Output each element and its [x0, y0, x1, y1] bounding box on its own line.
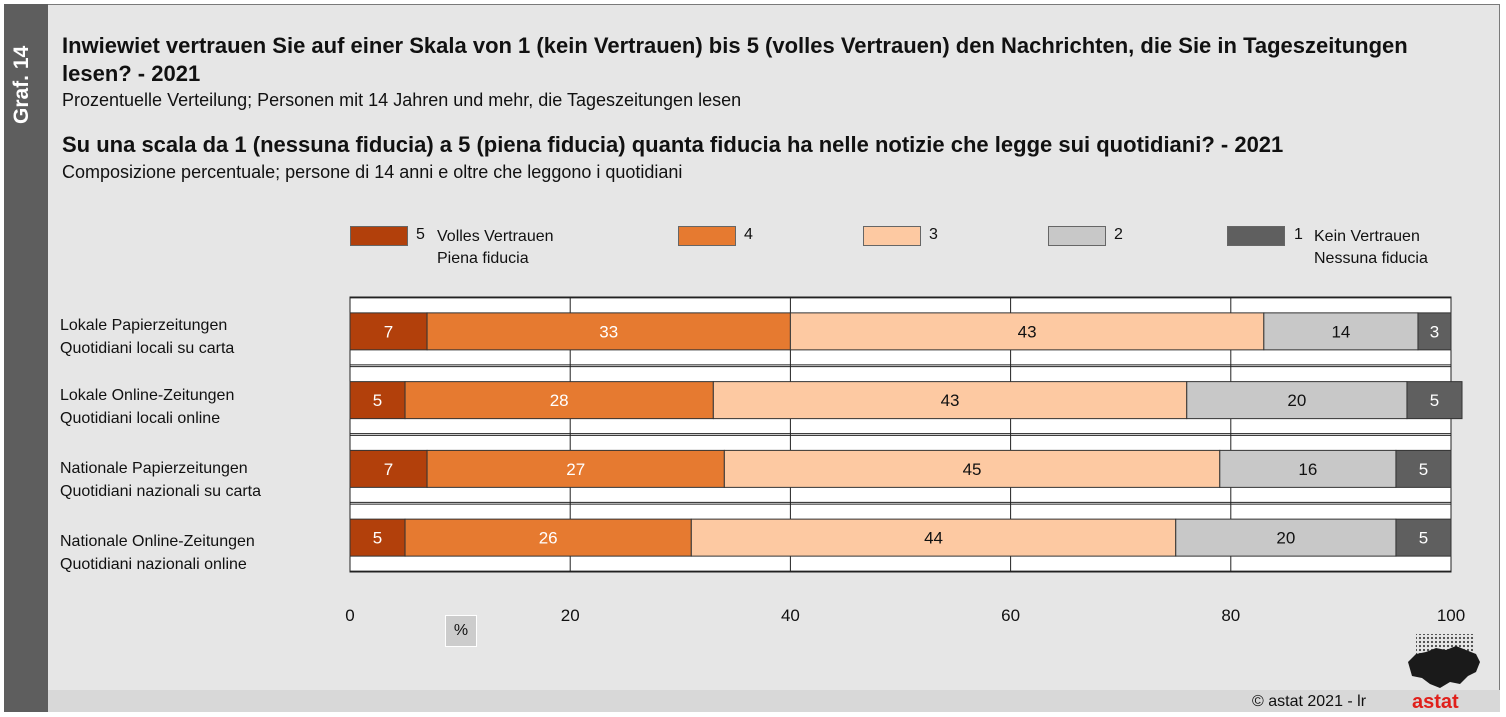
- legend-text-5-de: Volles Vertrauen: [437, 228, 554, 245]
- unit-label: %: [445, 615, 477, 647]
- legend-text-1-de: Kein Vertrauen: [1314, 228, 1420, 245]
- bar-segment: [1395, 449, 1452, 488]
- bar-segment: [349, 449, 428, 488]
- x-tick-label: 20: [561, 606, 580, 625]
- data-label: 45: [963, 460, 982, 479]
- data-label: 14: [1331, 322, 1350, 341]
- bar-segment: [1219, 449, 1397, 488]
- bar-segment: [349, 312, 428, 351]
- bar-segment: [426, 312, 791, 351]
- bar-segment: [426, 449, 725, 488]
- row-label-2-it: Quotidiani locali online: [60, 410, 221, 427]
- bar-segment: [789, 312, 1265, 351]
- data-label: 43: [1018, 322, 1037, 341]
- chart-title-de: Inwiewiet vertrauen Sie auf einer Skala …: [62, 33, 1408, 86]
- bar-segment: [1417, 312, 1452, 351]
- data-label: 16: [1298, 460, 1317, 479]
- bar-segment: [690, 518, 1177, 557]
- chart-subtitle-de: Prozentuelle Verteilung; Personen mit 14…: [62, 90, 742, 110]
- legend-code-3: 3: [929, 226, 938, 243]
- chart-subtitle-it: Composizione percentuale; persone di 14 …: [62, 162, 683, 182]
- legend-text-5-it: Piena fiducia: [437, 250, 529, 267]
- bar-segment: [404, 518, 692, 557]
- legend-code-2: 2: [1114, 226, 1123, 243]
- bar-segment: [1175, 518, 1397, 557]
- bar-segment: [349, 381, 406, 420]
- legend-text-1-it: Nessuna fiducia: [1314, 250, 1428, 267]
- row-label-3: Nationale Papierzeitungen Quotidiani naz…: [60, 457, 261, 503]
- data-label: 5: [1430, 391, 1439, 410]
- x-tick-label: 80: [1221, 606, 1240, 625]
- data-label: 20: [1287, 391, 1306, 410]
- row-label-3-it: Quotidiani nazionali su carta: [60, 483, 262, 500]
- bar-segment: [1406, 381, 1463, 420]
- row-label-1: Lokale Papierzeitungen Quotidiani locali…: [60, 314, 234, 360]
- data-label: 26: [539, 529, 558, 548]
- row-label-2: Lokale Online-Zeitungen Quotidiani local…: [60, 384, 234, 430]
- legend-swatch-1: [1227, 226, 1285, 246]
- row-label-4: Nationale Online-Zeitungen Quotidiani na…: [60, 530, 255, 576]
- footer-bar: [48, 690, 1500, 712]
- data-label: 5: [373, 529, 382, 548]
- copyright-text: © astat 2021 - lr: [1252, 693, 1367, 710]
- data-label: 20: [1276, 529, 1295, 548]
- row-label-1-de: Lokale Papierzeitungen: [60, 317, 228, 334]
- legend-swatch-4: [678, 226, 736, 246]
- data-label: 5: [1419, 529, 1428, 548]
- legend-code-4: 4: [744, 226, 753, 243]
- x-tick-label: 60: [1001, 606, 1020, 625]
- data-label: 43: [941, 391, 960, 410]
- bar-segment: [712, 381, 1188, 420]
- legend-code-5: 5: [416, 226, 425, 243]
- data-label: 27: [566, 460, 585, 479]
- data-label: 44: [924, 529, 943, 548]
- data-label: 7: [384, 460, 393, 479]
- bar-segment: [349, 518, 406, 557]
- row-label-3-de: Nationale Papierzeitungen: [60, 460, 248, 477]
- legend-swatch-2: [1048, 226, 1106, 246]
- x-tick-label: 40: [781, 606, 800, 625]
- row-label-4-de: Nationale Online-Zeitungen: [60, 533, 255, 550]
- row-label-2-de: Lokale Online-Zeitungen: [60, 387, 235, 404]
- legend-swatch-5: [350, 226, 408, 246]
- data-label: 7: [384, 322, 393, 341]
- astat-logo-icon: [1408, 634, 1480, 688]
- x-tick-label: 100: [1437, 606, 1465, 625]
- data-label: 5: [373, 391, 382, 410]
- legend-text-5: Volles Vertrauen Piena fiducia: [437, 226, 554, 270]
- bar-segment: [723, 449, 1221, 488]
- legend-code-1: 1: [1294, 226, 1303, 243]
- row-label-1-it: Quotidiani locali su carta: [60, 340, 235, 357]
- row-label-4-it: Quotidiani nazionali online: [60, 556, 247, 573]
- chart-title-it: Su una scala da 1 (nessuna fiducia) a 5 …: [62, 132, 1284, 157]
- data-label: 3: [1430, 322, 1439, 341]
- side-tab: Graf. 14: [4, 4, 48, 712]
- astat-logo-text: astat: [1412, 691, 1459, 713]
- legend-text-1: Kein Vertrauen Nessuna fiducia: [1314, 226, 1428, 270]
- data-label: 33: [599, 322, 618, 341]
- legend-swatch-3: [863, 226, 921, 246]
- bar-segment: [1263, 312, 1419, 351]
- bar-segment: [1186, 381, 1408, 420]
- data-label: 28: [550, 391, 569, 410]
- bar-segment: [1395, 518, 1452, 557]
- data-label: 5: [1419, 460, 1428, 479]
- bar-segment: [404, 381, 714, 420]
- x-tick-label: 0: [345, 606, 354, 625]
